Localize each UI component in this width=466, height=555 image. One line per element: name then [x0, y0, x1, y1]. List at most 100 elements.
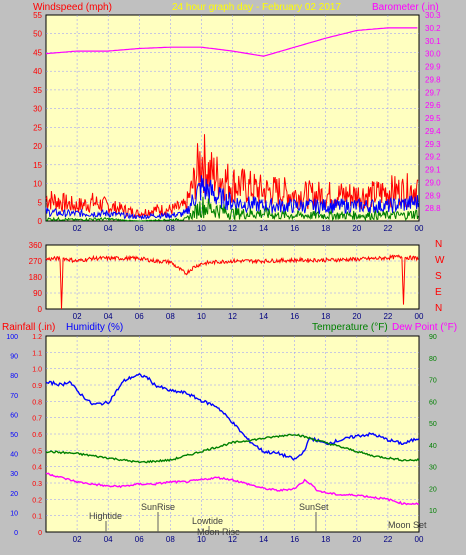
baro-y-tick: 29.7 — [425, 88, 441, 97]
temp-y-tick: 60 — [429, 399, 437, 406]
event-annotations: Hightide SunRise Lowtide Moon Rise SunSe… — [89, 502, 427, 537]
x-tick-label: 04 — [104, 312, 113, 321]
x-tick-label: 14 — [259, 312, 268, 321]
wind-y-tick: 30 — [33, 105, 42, 114]
humidity-y-tick: 10 — [10, 510, 18, 517]
x-tick-label: 16 — [290, 312, 299, 321]
rain-y-tick: 0.7 — [32, 416, 42, 423]
x-tick-label: 10 — [197, 312, 206, 321]
wind-y-tick: 35 — [33, 86, 42, 95]
x-tick-label: 18 — [321, 224, 330, 233]
temp-y-tick: 50 — [429, 421, 437, 428]
x-tick-label: 16 — [290, 224, 299, 233]
annotation-moonrise: Moon Rise — [197, 527, 240, 537]
rain-y-tick: 0.8 — [32, 399, 42, 406]
baro-y-tick: 30.3 — [425, 11, 441, 20]
x-tick-label: 04 — [104, 535, 113, 544]
rain-y-tick: 0.4 — [32, 465, 42, 472]
x-tick-label: 02 — [73, 312, 82, 321]
dir-y-tick: 90 — [33, 289, 42, 298]
baro-y-tick: 29.2 — [425, 153, 441, 162]
rain-y-tick: 0.9 — [32, 383, 42, 390]
x-tick-label: 12 — [228, 224, 237, 233]
baro-y-tick: 29.0 — [425, 178, 441, 187]
compass-label: E — [435, 287, 442, 298]
rain-y-tick: 1.2 — [32, 334, 42, 341]
annotation-sunrise: SunRise — [141, 502, 175, 512]
dir-y-tick: 270 — [29, 257, 43, 266]
temp-y-tick: 10 — [429, 508, 437, 515]
x-tick-label: 08 — [166, 535, 175, 544]
x-tick-label: 02 — [73, 224, 82, 233]
dew-point-line — [45, 472, 420, 506]
temp-y-tick: 20 — [429, 486, 437, 493]
x-tick-label: 12 — [228, 535, 237, 544]
compass-label: W — [435, 255, 445, 266]
baro-y-tick: 29.1 — [425, 166, 441, 175]
rain-y-tick: 0.2 — [32, 497, 42, 504]
wind-y-tick: 40 — [33, 67, 42, 76]
baro-y-tick: 28.9 — [425, 191, 441, 200]
humidity-y-tick: 30 — [10, 471, 18, 478]
wind-y-tick: 5 — [38, 198, 43, 207]
humidity-y-tick: 50 — [10, 432, 18, 439]
x-tick-label: 06 — [135, 312, 144, 321]
x-tick-label: 22 — [383, 312, 392, 321]
x-tick-label: 18 — [321, 312, 330, 321]
x-tick-label: 00 — [415, 224, 424, 233]
wind-y-tick: 55 — [33, 11, 42, 20]
humidity-y-tick: 20 — [10, 491, 18, 498]
wind-y-tick: 15 — [33, 161, 42, 170]
wind-title: Windspeed (mph) — [33, 2, 112, 13]
rain-y-tick: 0.6 — [32, 432, 42, 439]
baro-y-tick: 29.3 — [425, 140, 441, 149]
baro-y-tick: 30.2 — [425, 24, 441, 33]
annotation-lowtide: Lowtide — [192, 516, 223, 526]
humidity-y-tick: 70 — [10, 393, 18, 400]
wind-y-tick: 50 — [33, 30, 42, 39]
x-tick-label: 14 — [259, 535, 268, 544]
compass-label: S — [435, 271, 442, 282]
barometer-title: Barometer (.in) — [372, 2, 439, 13]
x-tick-label: 14 — [259, 224, 268, 233]
dir-y-tick: 0 — [38, 305, 43, 314]
rain-y-tick: 0.5 — [32, 448, 42, 455]
temp-y-tick: 40 — [429, 443, 437, 450]
baro-y-tick: 29.9 — [425, 63, 441, 72]
baro-y-tick: 29.4 — [425, 127, 441, 136]
rain-y-tick: 0 — [38, 530, 42, 537]
temp-y-tick: 30 — [429, 465, 437, 472]
humidity-y-tick: 0 — [14, 530, 18, 537]
x-tick-label: 00 — [415, 535, 424, 544]
humidity-y-tick: 100 — [6, 334, 18, 341]
humidity-y-tick: 80 — [10, 373, 18, 380]
x-tick-label: 10 — [197, 224, 206, 233]
dir-y-tick: 180 — [29, 273, 43, 282]
wind-y-tick: 10 — [33, 180, 42, 189]
x-tick-label: 04 — [104, 224, 113, 233]
chart-date-title: 24 hour graph day - February 02 2017 — [172, 2, 341, 13]
baro-y-tick: 28.8 — [425, 204, 441, 213]
x-tick-label: 06 — [135, 224, 144, 233]
wind-y-tick: 45 — [33, 48, 42, 57]
wind-y-tick: 20 — [33, 142, 42, 151]
x-tick-label: 18 — [321, 535, 330, 544]
compass-label: N — [435, 303, 442, 314]
dewpoint-axis-title: Dew Point (°F) — [392, 322, 457, 333]
x-tick-label: 12 — [228, 312, 237, 321]
rain-y-tick: 0.1 — [32, 514, 42, 521]
temp-y-tick: 90 — [429, 334, 437, 341]
baro-y-tick: 29.6 — [425, 101, 441, 110]
annotation-sunset: SunSet — [299, 502, 329, 512]
x-tick-label: 20 — [352, 312, 361, 321]
annotation-moonset: Moon Set — [388, 520, 427, 530]
annotation-hightide: Hightide — [89, 511, 122, 521]
wind-average-line — [45, 175, 419, 221]
wind-y-tick: 0 — [38, 217, 43, 226]
rain-y-tick: 0.3 — [32, 481, 42, 488]
wind-low-line — [45, 196, 419, 223]
barometer-line — [45, 27, 418, 57]
compass-label: N — [435, 239, 442, 250]
